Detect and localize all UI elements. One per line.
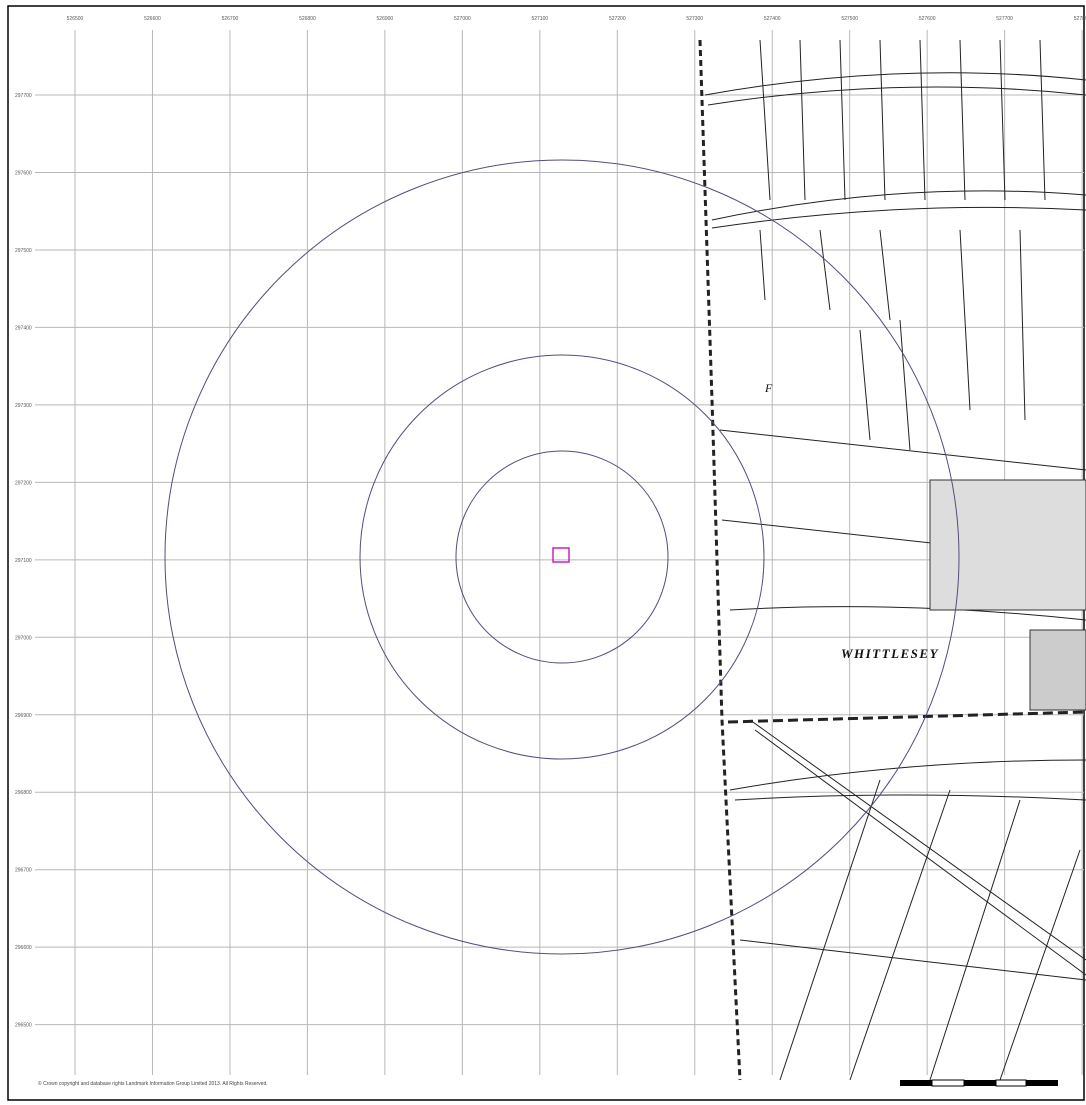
easting-label: 527600 [919, 16, 936, 22]
easting-label: 526700 [222, 16, 239, 22]
field-letter: F [764, 381, 773, 395]
northing-label: 297500 [15, 248, 32, 254]
northing-label: 297300 [15, 403, 32, 409]
northing-label: 296500 [15, 1023, 32, 1029]
easting-label: 527000 [454, 16, 471, 22]
northing-label: 297000 [15, 635, 32, 641]
scale-bar [900, 1079, 1058, 1087]
buffer-rings [164, 159, 960, 955]
easting-label: 527200 [609, 16, 626, 22]
easting-label: 527300 [686, 16, 703, 22]
northing-label: 296600 [15, 945, 32, 951]
easting-label: 526800 [299, 16, 316, 22]
northing-label: 297100 [15, 558, 32, 564]
northing-label: 296700 [15, 868, 32, 874]
easting-label: 527800 [1074, 16, 1086, 22]
place-label: WHITTLESEY [841, 646, 939, 661]
easting-label: 526600 [144, 16, 161, 22]
northing-label: 297700 [15, 93, 32, 99]
northing-label: 296800 [15, 790, 32, 796]
northing-label: 296900 [15, 713, 32, 719]
grid: 526500 526600 526700 526800 526900 527000 5271… [15, 16, 1086, 1075]
copyright: © Crown copyright and database rights La… [38, 1080, 268, 1087]
easting-label: 527400 [764, 16, 781, 22]
frame [7, 5, 1085, 1101]
easting-label: 527500 [841, 16, 858, 22]
easting-label: 526900 [377, 16, 394, 22]
site-boundary [552, 547, 570, 563]
map-detail [698, 39, 1086, 1081]
easting-label: 527100 [531, 16, 548, 22]
easting-label: 527700 [996, 16, 1013, 22]
northing-label: 297200 [15, 480, 32, 486]
northing-label: 297600 [15, 170, 32, 176]
easting-label: 526500 [67, 16, 84, 22]
northing-label: 297400 [15, 325, 32, 331]
